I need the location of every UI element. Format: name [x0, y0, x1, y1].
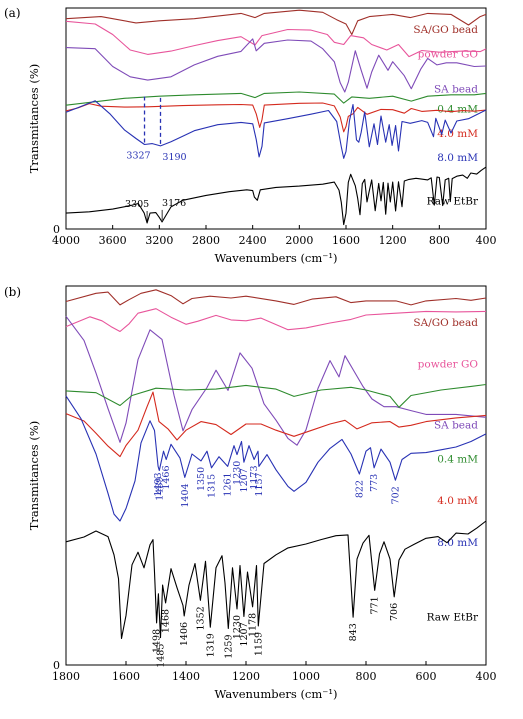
series-line-0-4-mm	[65, 91, 487, 106]
plot-frame	[65, 7, 487, 230]
plot-frame	[65, 285, 487, 666]
series-line-raw-etbr	[65, 166, 487, 226]
x-tick-label: 3600	[99, 234, 127, 247]
x-tick-label: 1400	[172, 670, 200, 683]
peak-annotation: 706	[389, 603, 400, 621]
series-label: 0.4 mM	[437, 453, 478, 465]
series-label: 4.0 mM	[437, 128, 478, 140]
x-tick-label: 1200	[232, 670, 260, 683]
series-line-powder-go	[65, 308, 487, 333]
x-tick-label: 1800	[52, 670, 80, 683]
peak-annotation: 1173	[249, 465, 260, 489]
x-axis-label: Wavenumbers (cm⁻¹)	[215, 687, 338, 701]
x-tick-label: 4000	[52, 234, 80, 247]
panel-a: (a)4000 3600 3200 2800 2400 2000 1600 1200 800 40…	[4, 6, 497, 265]
series-label: powder GO	[418, 359, 479, 371]
y-axis-label: Transmitances (%)	[27, 64, 41, 174]
peak-annotation: 1466	[161, 465, 172, 489]
x-tick-label: 1600	[332, 234, 360, 247]
peak-annotation: 702	[390, 486, 401, 504]
peak-annotation: 1350	[196, 467, 207, 491]
peak-annotation: 3190	[162, 152, 186, 163]
series-line-8-0-mm	[65, 100, 487, 159]
peak-annotation: 843	[348, 623, 359, 641]
series-label: SA bead	[434, 84, 478, 96]
peak-annotation: 1498	[152, 629, 163, 653]
series-label: SA/GO bead	[413, 317, 478, 329]
series-line-sa-bead	[65, 38, 487, 93]
peak-annotation: 1485	[156, 644, 167, 668]
series-label: 8.0 mM	[437, 152, 478, 164]
x-tick-label: 2000	[285, 234, 313, 247]
series-line-4-0-mm	[65, 102, 487, 133]
peak-annotation: 1352	[195, 606, 206, 630]
peak-annotation: 771	[370, 596, 381, 614]
peak-annotation: 1207	[239, 468, 250, 492]
peak-annotation: 1489	[154, 477, 165, 501]
peak-annotation: 1159	[253, 632, 264, 656]
x-tick-label: 1200	[379, 234, 407, 247]
x-tick-label: 400	[476, 234, 497, 247]
series-line-8-0-mm	[65, 395, 487, 522]
series-label: SA bead	[434, 419, 478, 431]
y-tick-label: 0	[53, 659, 60, 672]
peak-annotation: 822	[354, 480, 365, 498]
series-line-sa-bead	[65, 315, 487, 446]
peak-annotation: 3176	[162, 198, 186, 209]
series-line-powder-go	[65, 20, 487, 58]
peak-annotation: 1493	[153, 472, 164, 496]
x-tick-label: 1000	[292, 670, 320, 683]
x-tick-label: 1600	[112, 670, 140, 683]
peak-annotation: 773	[369, 474, 380, 492]
x-axis-label: Wavenumbers (cm⁻¹)	[215, 251, 338, 265]
peak-annotation: 1315	[207, 474, 218, 498]
series-label: SA/GO bead	[413, 24, 478, 36]
y-tick-label: 0	[53, 223, 60, 236]
x-tick-label: 600	[416, 670, 437, 683]
series-label: Raw EtBr	[427, 611, 479, 623]
panel-label: (b)	[4, 285, 21, 299]
peak-annotation: 1319	[205, 633, 216, 657]
y-axis-label: Transmitances (%)	[27, 421, 41, 531]
peak-annotation: 1261	[223, 472, 234, 496]
peak-annotation: 1468	[161, 609, 172, 633]
series-line-4-0-mm	[65, 391, 487, 458]
peak-annotation: 1259	[223, 634, 234, 658]
series-line-raw-etbr	[65, 520, 487, 640]
panel-label: (a)	[4, 6, 21, 20]
peak-annotation: 1157	[254, 472, 265, 496]
peak-annotation: 1406	[179, 622, 190, 646]
series-label: Raw EtBr	[427, 196, 479, 208]
series-label: 8.0 mM	[437, 537, 478, 549]
series-line-0-4-mm	[65, 383, 487, 408]
peak-annotation: 1207	[239, 622, 250, 646]
peak-annotation: 1230	[232, 461, 243, 485]
x-tick-label: 3200	[145, 234, 173, 247]
series-line-sa-go-bead	[65, 9, 487, 36]
x-tick-label: 400	[476, 670, 497, 683]
peak-annotation: 3327	[126, 150, 150, 161]
peak-annotation: 1178	[248, 613, 259, 637]
x-tick-label: 800	[356, 670, 377, 683]
panel-b: (b) 1800 1600 1400 1200 1000 800 600 400 0 Wavenum…	[4, 285, 497, 701]
series-label: powder GO	[418, 48, 479, 60]
peak-annotation: 1404	[180, 483, 191, 507]
series-line-sa-go-bead	[65, 289, 487, 306]
x-tick-label: 2800	[192, 234, 220, 247]
peak-annotation: 1230	[232, 615, 243, 639]
series-label: 0.4 mM	[437, 104, 478, 116]
x-tick-label: 2400	[239, 234, 267, 247]
series-label: 4.0 mM	[437, 495, 478, 507]
x-tick-label: 800	[429, 234, 450, 247]
peak-annotation: 3305	[125, 199, 149, 210]
